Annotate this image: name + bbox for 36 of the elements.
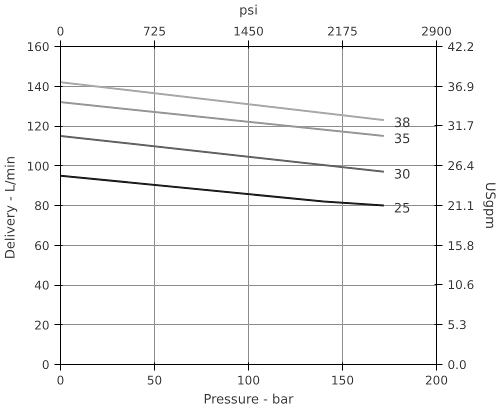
y2-tick-label: 36.9 xyxy=(448,80,474,94)
y2-tick-label: 10.6 xyxy=(448,278,474,292)
x2-tick-label: 2900 xyxy=(421,24,452,38)
x2-tick-label: 2175 xyxy=(327,24,358,38)
y2-tick-label: 0.0 xyxy=(448,358,467,372)
y2-tick-label: 31.7 xyxy=(448,119,474,134)
y2-tick-label: 26.4 xyxy=(448,159,474,174)
y2-axis-title: USgpm xyxy=(482,182,498,229)
y-tick-label: 120 xyxy=(26,120,50,134)
y2-tick-label: 15.8 xyxy=(448,238,474,253)
x-tick-label: 0 xyxy=(56,374,64,388)
y-tick-label: 100 xyxy=(26,159,50,174)
x-tick-label: 150 xyxy=(331,374,354,388)
y-tick-label: 80 xyxy=(34,199,50,213)
x-tick-label: 200 xyxy=(425,374,448,388)
series-label: 38 xyxy=(394,116,410,132)
series-label: 30 xyxy=(394,168,410,183)
y-tick-label: 140 xyxy=(26,80,50,94)
x-tick-label: 50 xyxy=(146,374,162,388)
x2-tick-label: 0 xyxy=(56,24,64,38)
y-axis-title: Delivery - L/min xyxy=(4,156,19,260)
series-label: 35 xyxy=(394,132,410,147)
x-tick-label: 100 xyxy=(237,374,260,388)
x2-tick-label: 1450 xyxy=(233,24,264,38)
y-tick-label: 160 xyxy=(26,40,50,54)
y-tick-label: 60 xyxy=(34,238,50,253)
x2-tick-label: 725 xyxy=(143,24,166,38)
y2-tick-label: 42.2 xyxy=(448,40,474,54)
y-tick-label: 0 xyxy=(42,358,50,372)
y2-tick-label: 5.3 xyxy=(448,318,467,332)
series-label: 25 xyxy=(394,202,410,216)
y-tick-label: 40 xyxy=(34,278,50,292)
x2-axis-title: psi xyxy=(239,4,258,18)
y-tick-label: 20 xyxy=(34,318,50,332)
y2-tick-label: 21.1 xyxy=(448,199,474,213)
x-axis-title: Pressure - bar xyxy=(203,392,294,408)
